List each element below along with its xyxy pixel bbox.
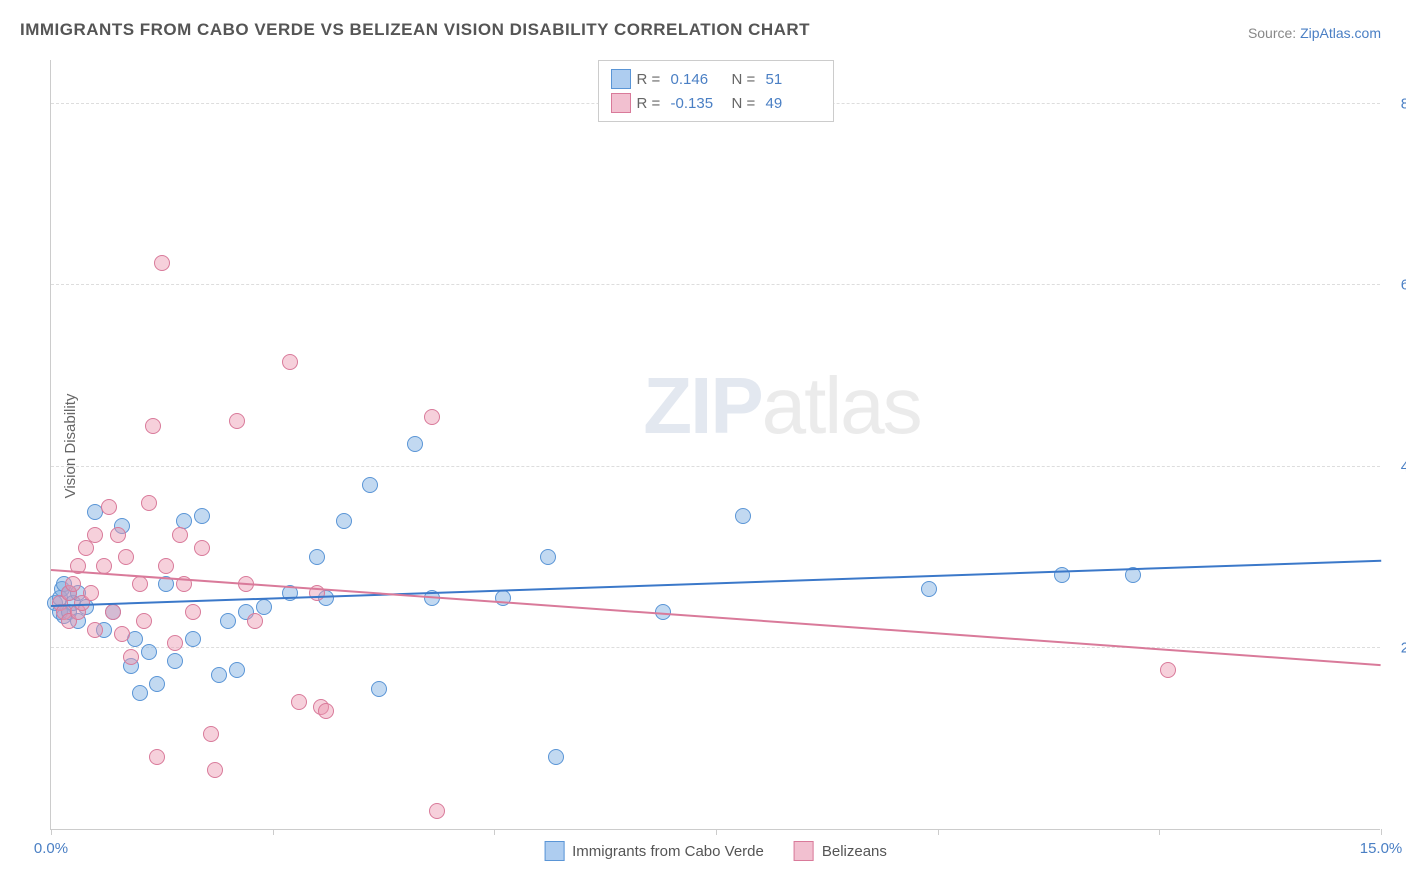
data-point xyxy=(118,549,134,565)
data-point xyxy=(371,681,387,697)
data-point xyxy=(87,622,103,638)
n-value: 51 xyxy=(766,71,821,88)
data-point xyxy=(282,354,298,370)
x-tick-mark xyxy=(494,829,495,835)
data-point xyxy=(141,495,157,511)
data-point xyxy=(429,803,445,819)
source-link[interactable]: ZipAtlas.com xyxy=(1300,25,1381,41)
data-point xyxy=(211,667,227,683)
data-point xyxy=(229,413,245,429)
source-attribution: Source: ZipAtlas.com xyxy=(1248,25,1381,41)
data-point xyxy=(291,694,307,710)
data-point xyxy=(78,540,94,556)
legend-swatch xyxy=(611,69,631,89)
r-value: -0.135 xyxy=(671,95,726,112)
series-legend-label: Belizeans xyxy=(822,843,887,860)
data-point xyxy=(185,604,201,620)
data-point xyxy=(83,585,99,601)
data-point xyxy=(154,255,170,271)
data-point xyxy=(921,581,937,597)
x-tick-mark xyxy=(1381,829,1382,835)
data-point xyxy=(407,436,423,452)
data-point xyxy=(1160,662,1176,678)
legend-swatch xyxy=(544,841,564,861)
data-point xyxy=(149,749,165,765)
watermark-bold: ZIP xyxy=(643,361,761,450)
data-point xyxy=(172,527,188,543)
data-point xyxy=(123,649,139,665)
series-legend-label: Immigrants from Cabo Verde xyxy=(572,843,764,860)
data-point xyxy=(136,613,152,629)
data-point xyxy=(167,653,183,669)
r-value: 0.146 xyxy=(671,71,726,88)
n-value: 49 xyxy=(766,95,821,112)
data-point xyxy=(247,613,263,629)
data-point xyxy=(548,749,564,765)
data-point xyxy=(309,549,325,565)
data-point xyxy=(220,613,236,629)
r-label: R = xyxy=(637,95,665,112)
series-legend-item: Belizeans xyxy=(794,841,887,861)
data-point xyxy=(229,662,245,678)
data-point xyxy=(65,576,81,592)
correlation-legend: R = 0.146 N = 51 R = -0.135 N = 49 xyxy=(598,60,834,122)
data-point xyxy=(185,631,201,647)
y-tick-label: 2.0% xyxy=(1401,639,1406,656)
data-point xyxy=(141,644,157,660)
data-point xyxy=(158,558,174,574)
x-tick-mark xyxy=(938,829,939,835)
series-legend: Immigrants from Cabo Verde Belizeans xyxy=(544,841,887,861)
y-tick-label: 6.0% xyxy=(1401,277,1406,294)
r-label: R = xyxy=(637,71,665,88)
y-tick-label: 4.0% xyxy=(1401,458,1406,475)
plot-area: ZIPatlas R =0.146N =51R =-0.135N =49 Imm… xyxy=(50,60,1380,830)
watermark: ZIPatlas xyxy=(643,360,920,452)
x-tick-label: 0.0% xyxy=(34,840,68,857)
gridline-horizontal xyxy=(51,647,1380,648)
data-point xyxy=(149,676,165,692)
source-prefix: Source: xyxy=(1248,25,1300,41)
data-point xyxy=(101,499,117,515)
watermark-thin: atlas xyxy=(762,361,921,450)
x-tick-mark xyxy=(273,829,274,835)
data-point xyxy=(540,549,556,565)
data-point xyxy=(194,508,210,524)
n-label: N = xyxy=(732,71,760,88)
data-point xyxy=(203,726,219,742)
data-point xyxy=(167,635,183,651)
data-point xyxy=(336,513,352,529)
legend-swatch xyxy=(611,93,631,113)
data-point xyxy=(110,527,126,543)
correlation-legend-row: R = -0.135 N = 49 xyxy=(611,91,821,115)
data-point xyxy=(424,409,440,425)
data-point xyxy=(735,508,751,524)
data-point xyxy=(132,685,148,701)
correlation-legend-row: R = 0.146 N = 51 xyxy=(611,67,821,91)
data-point xyxy=(362,477,378,493)
x-tick-label: 15.0% xyxy=(1360,840,1403,857)
x-tick-mark xyxy=(51,829,52,835)
series-legend-item: Immigrants from Cabo Verde xyxy=(544,841,764,861)
y-tick-label: 8.0% xyxy=(1401,96,1406,113)
n-label: N = xyxy=(732,95,760,112)
data-point xyxy=(194,540,210,556)
data-point xyxy=(105,604,121,620)
chart-title: IMMIGRANTS FROM CABO VERDE VS BELIZEAN V… xyxy=(20,20,810,40)
data-point xyxy=(145,418,161,434)
data-point xyxy=(87,527,103,543)
data-point xyxy=(114,626,130,642)
gridline-horizontal xyxy=(51,466,1380,467)
legend-swatch xyxy=(794,841,814,861)
data-point xyxy=(318,703,334,719)
data-point xyxy=(132,576,148,592)
data-point xyxy=(207,762,223,778)
x-tick-mark xyxy=(1159,829,1160,835)
x-tick-mark xyxy=(716,829,717,835)
gridline-horizontal xyxy=(51,284,1380,285)
